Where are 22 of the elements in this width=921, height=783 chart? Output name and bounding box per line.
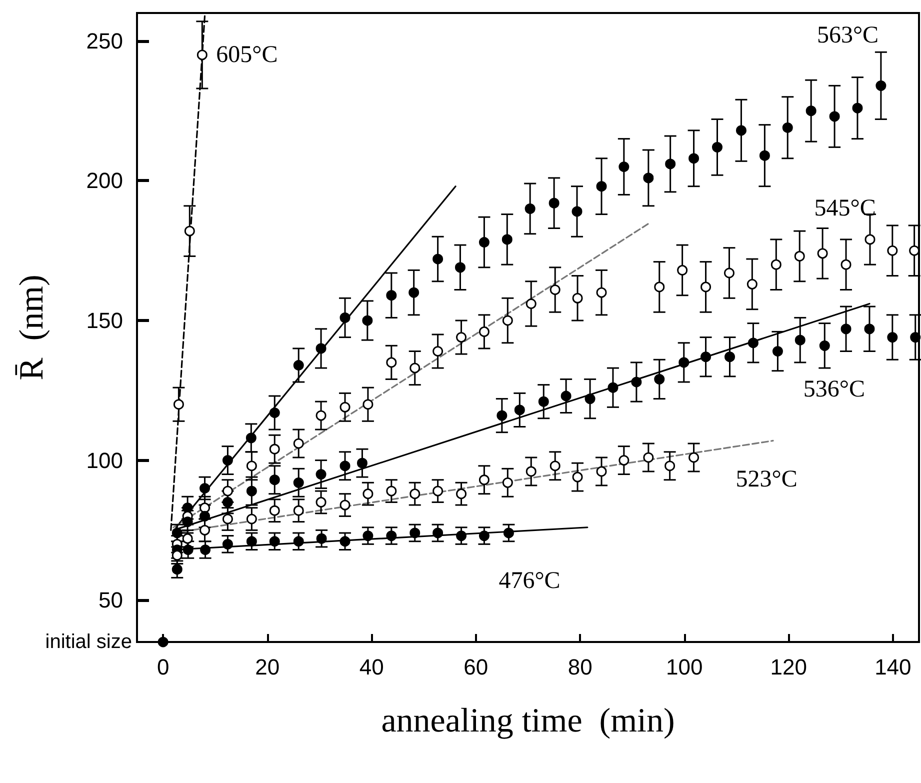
x-tick-label: 40	[359, 654, 384, 680]
y-tick-label: 100	[86, 448, 123, 473]
x-tick-label: 120	[770, 654, 808, 680]
y-tick-label: 200	[86, 168, 123, 194]
y-tick-label: 250	[86, 28, 123, 54]
x-axis-title: annealing time (min)	[381, 702, 675, 740]
series-label: 523°C	[736, 466, 798, 492]
x-tick-label: 80	[568, 654, 592, 680]
series-label: 536°C	[803, 376, 865, 402]
y-tick-label: 150	[86, 308, 123, 334]
series-label: 476°C	[498, 568, 560, 594]
x-tick-label: 20	[255, 654, 280, 680]
x-tick-label: 0	[156, 654, 170, 680]
text: initial size	[45, 631, 132, 653]
y-tick-label: 50	[98, 588, 123, 613]
x-tick-label: 60	[464, 654, 488, 680]
y-axis-title: R̄ (nm)	[14, 274, 50, 380]
series-label: 605°C	[216, 42, 278, 68]
x-tick-label: 140	[874, 654, 912, 680]
x-tick-label: 100	[666, 654, 703, 680]
series-label: 545°C	[814, 196, 876, 222]
series-label: 563°C	[816, 22, 879, 49]
